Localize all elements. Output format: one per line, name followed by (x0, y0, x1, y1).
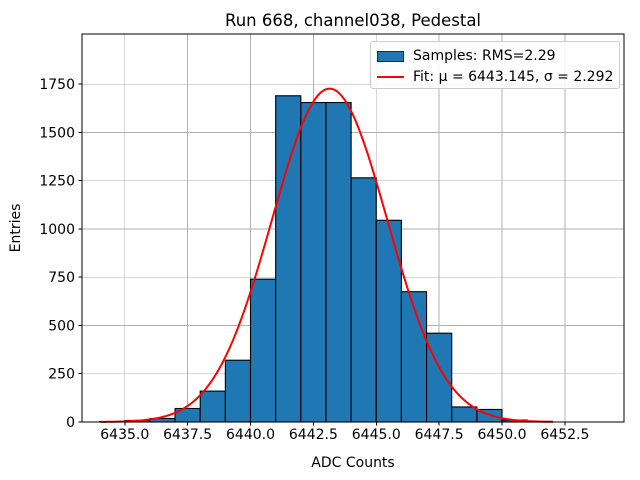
legend-entry-fit: Fit: μ = 6443.145, σ = 2.292 (377, 67, 614, 87)
fit-curve (99, 87, 554, 423)
histogram-bar (426, 332, 453, 423)
histogram-bar (350, 177, 377, 423)
y-tick-label: 1500 (39, 125, 75, 141)
histogram-bar (325, 101, 352, 423)
histogram-bar (300, 101, 327, 423)
histogram-bar (451, 406, 478, 423)
plot-border (81, 33, 625, 423)
y-tick-label: 1250 (39, 174, 75, 190)
histogram-bar (224, 359, 252, 423)
x-tick-label: 6452.5 (540, 427, 589, 443)
legend-entry-samples: Samples: RMS=2.29 (377, 46, 611, 66)
y-tick-label: 1750 (39, 77, 75, 93)
histogram-swatch-icon (377, 50, 404, 62)
x-tick-label: 6440.0 (226, 427, 275, 443)
histogram-bar (400, 291, 428, 423)
fit-line-swatch-icon (377, 76, 404, 78)
histogram-bar (375, 219, 402, 423)
y-tick-label: 0 (66, 415, 75, 431)
x-tick-label: 6447.5 (415, 427, 464, 443)
x-tick-label: 6435.0 (100, 427, 149, 443)
legend-fit-label: Fit: μ = 6443.145, σ = 2.292 (413, 69, 614, 85)
y-tick-label: 750 (48, 270, 75, 286)
y-tick-label: 250 (48, 367, 75, 383)
histogram-bar (249, 278, 277, 423)
x-tick-label: 6445.0 (352, 427, 401, 443)
y-tick-label: 500 (48, 318, 75, 334)
x-axis-label: ADC Counts (311, 455, 395, 471)
chart-title: Run 668, channel038, Pedestal (224, 11, 482, 30)
histogram-bar (199, 390, 226, 423)
x-tick-label: 6450.0 (478, 427, 527, 443)
legend: Samples: RMS=2.29 Fit: μ = 6443.145, σ =… (370, 41, 620, 89)
y-tick-label: 1000 (39, 222, 75, 238)
legend-samples-label: Samples: RMS=2.29 (413, 48, 556, 64)
x-tick-label: 6442.5 (289, 427, 338, 443)
x-tick-label: 6437.5 (163, 427, 212, 443)
histogram-bar (275, 95, 302, 423)
